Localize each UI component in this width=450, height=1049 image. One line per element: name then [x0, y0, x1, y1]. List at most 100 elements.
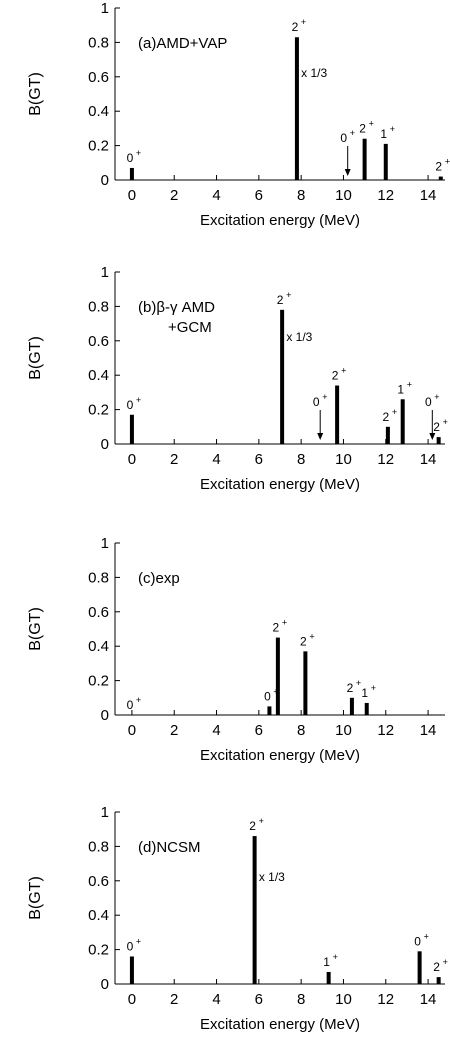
y-tick-label: 0 — [101, 436, 109, 453]
arrow-label-2-text: 0 — [425, 395, 432, 409]
bar-label-3: 2 + — [359, 119, 374, 136]
y-tick-label: 0.6 — [88, 69, 109, 86]
bar-1 — [129, 414, 134, 444]
y-tick-label: 0.4 — [88, 907, 109, 924]
bar-label-1: 0 + — [127, 936, 142, 953]
bar-6 — [364, 702, 369, 715]
bar-label-2-sup: + — [259, 816, 264, 826]
bar-label-2-text: 2 — [277, 293, 284, 307]
x-tick-label: 0 — [128, 991, 136, 1008]
bar-label-2-text: 2 — [292, 20, 299, 34]
x-tick-label: 0 — [128, 451, 136, 468]
x-tick-label: 10 — [335, 451, 352, 468]
bar-label-3-text: 1 — [323, 955, 330, 969]
x-tick-label: 4 — [212, 991, 220, 1008]
bar-label-2-sup: + — [286, 290, 291, 300]
bar-label-5: 2 + — [433, 957, 448, 974]
y-tick-label: 0.2 — [88, 673, 109, 690]
bar-label-3-sup: + — [333, 952, 338, 962]
bar-label-2: 2 + — [277, 290, 292, 307]
x-tick-label: 10 — [335, 722, 352, 739]
bar-label-6: 1 + — [361, 683, 376, 700]
x-axis-title: Excitation energy (MeV) — [200, 476, 360, 493]
y-tick-label: 0.4 — [88, 367, 109, 384]
panel-label: (d)NCSM — [138, 839, 201, 856]
bar-label-1: 0 + — [127, 695, 142, 712]
bar-label-5: 1 + — [397, 379, 412, 396]
bar-label-6-sup: + — [371, 683, 376, 693]
arrow-label-1-sup: + — [322, 392, 327, 402]
y-tick-label: 0 — [101, 976, 109, 993]
bar-2 — [252, 836, 257, 984]
bar-4 — [417, 951, 422, 984]
scale-annotation: x 1/3 — [259, 870, 285, 884]
y-tick-label: 1 — [101, 804, 109, 821]
bar-label-2: 2 + — [249, 816, 264, 833]
x-tick-label: 12 — [377, 722, 394, 739]
scale-annotation: x 1/3 — [286, 330, 312, 344]
bar-1 — [129, 956, 134, 984]
bar-label-1-sup: + — [136, 395, 141, 405]
bar-label-1-text: 0 — [127, 939, 134, 953]
bar-5 — [438, 176, 443, 180]
bar-label-1-text: 0 — [127, 151, 134, 165]
arrow-label-1-sup: + — [350, 128, 355, 138]
x-tick-label: 8 — [297, 187, 305, 204]
bar-label-3: 1 + — [323, 952, 338, 969]
x-tick-label: 14 — [420, 187, 437, 204]
bar-label-5-text: 2 — [435, 160, 442, 174]
bar-label-6-text: 1 — [361, 686, 368, 700]
bar-label-4: 0 + — [414, 931, 429, 948]
bar-label-3-text: 2 — [359, 122, 366, 136]
x-tick-label: 8 — [297, 451, 305, 468]
y-tick-label: 0.4 — [88, 638, 109, 655]
y-tick-label: 0.8 — [88, 298, 109, 315]
bar-5 — [400, 399, 405, 444]
y-axis-title: B(GT) — [27, 876, 44, 920]
x-axis-title: Excitation energy (MeV) — [200, 212, 360, 229]
bar-label-5-text: 1 — [397, 382, 404, 396]
x-tick-label: 12 — [377, 451, 394, 468]
x-tick-label: 8 — [297, 991, 305, 1008]
x-tick-label: 6 — [255, 991, 263, 1008]
arrow-label-1-text: 0 — [340, 131, 347, 145]
bar-label-5: 2 + — [435, 157, 450, 174]
bar-label-1-sup: + — [136, 148, 141, 158]
x-tick-label: 14 — [420, 722, 437, 739]
bar-label-3: 2 + — [332, 366, 347, 383]
x-tick-label: 8 — [297, 722, 305, 739]
y-tick-label: 0.2 — [88, 138, 109, 155]
bar-3 — [275, 637, 280, 715]
bar-3 — [335, 385, 340, 444]
bar-label-4-text: 1 — [380, 127, 387, 141]
x-tick-label: 4 — [212, 451, 220, 468]
bar-label-2-sup: + — [301, 17, 306, 27]
bar-label-4-sup: + — [390, 124, 395, 134]
y-axis-title: B(GT) — [27, 72, 44, 116]
bar-label-3-sup: + — [341, 366, 346, 376]
y-tick-label: 0.8 — [88, 838, 109, 855]
y-tick-label: 0.8 — [88, 34, 109, 51]
x-axis-title: Excitation energy (MeV) — [200, 747, 360, 764]
y-tick-label: 0.2 — [88, 402, 109, 419]
scale-annotation: x 1/3 — [301, 66, 327, 80]
y-tick-label: 0.6 — [88, 873, 109, 890]
y-axis-title: B(GT) — [27, 607, 44, 651]
y-tick-label: 1 — [101, 0, 109, 17]
bar-2 — [280, 309, 285, 444]
bar-4 — [385, 426, 390, 444]
y-tick-label: 0 — [101, 707, 109, 724]
bar-label-6: 2 + — [433, 417, 448, 434]
bar-2 — [267, 706, 272, 715]
bar-label-2: 2 + — [292, 17, 307, 34]
x-tick-label: 2 — [170, 187, 178, 204]
x-tick-label: 2 — [170, 991, 178, 1008]
x-tick-label: 10 — [335, 187, 352, 204]
bar-label-5-sup: + — [356, 678, 361, 688]
bar-label-2-text: 0 — [264, 689, 271, 703]
bar-6 — [436, 437, 441, 444]
bar-1 — [129, 167, 134, 180]
x-tick-label: 6 — [255, 451, 263, 468]
bar-label-1: 0 + — [127, 148, 142, 165]
